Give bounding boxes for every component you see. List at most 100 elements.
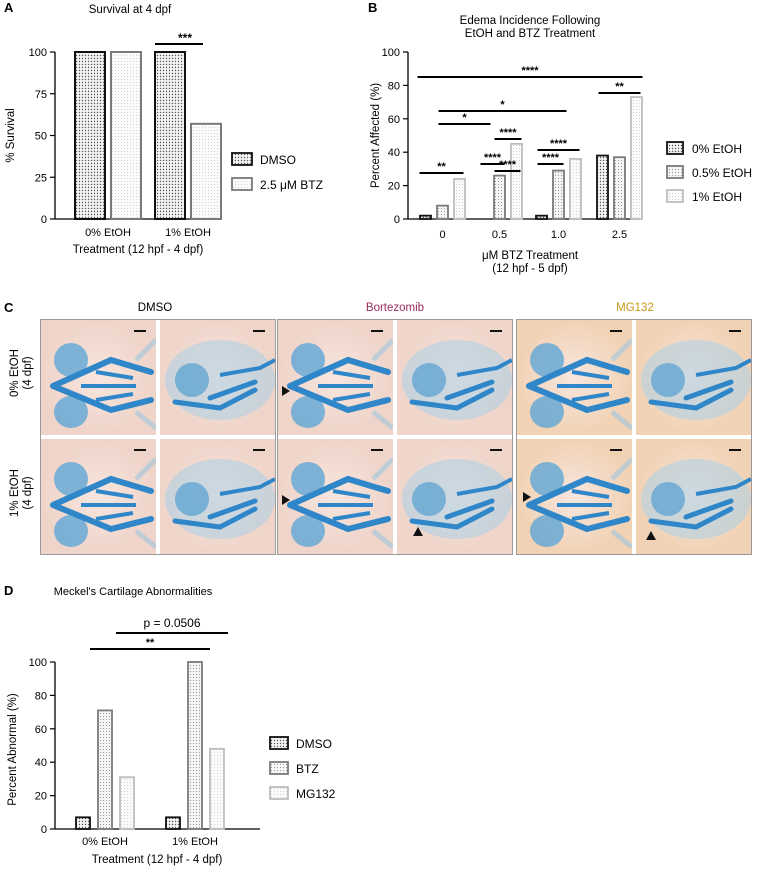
arrowhead-up-icon — [413, 527, 423, 536]
micrograph — [397, 439, 512, 554]
head-shape — [165, 340, 275, 420]
scale-bar — [610, 449, 622, 451]
arch-shape — [219, 477, 275, 496]
chart-a-x-tick-label: 1% EtOH — [165, 227, 211, 239]
head-shape — [641, 340, 751, 420]
chart-a-legend-label: DMSO — [260, 153, 296, 167]
chart-d-sig-label: ** — [146, 637, 155, 649]
chart-a-legend-swatch — [231, 152, 253, 166]
chart-b-x-tick-label: 0 — [439, 229, 445, 241]
chart-b-sig-label: **** — [499, 159, 517, 171]
arch-shape — [557, 370, 612, 402]
micrograph — [636, 320, 751, 435]
chart-a-y-tick-label: 100 — [29, 47, 47, 59]
arch-shape — [219, 358, 275, 377]
cartilage-stain — [287, 338, 393, 430]
chart-d-bar — [75, 816, 91, 830]
chart-b-sig-label: **** — [521, 65, 539, 77]
arrowhead-up-icon — [646, 531, 656, 540]
chart-b-legend-label: 0.5% EtOH — [692, 166, 752, 180]
cartilage-stain — [50, 457, 156, 549]
row-label-0-etoh: 0% EtOH (4 dpf) — [9, 333, 35, 413]
chart-a-legend-swatch — [231, 177, 253, 191]
chart-b-sig-label: ** — [615, 81, 624, 93]
jaw-shape — [409, 498, 495, 530]
chart-b-sig-label: ** — [437, 161, 446, 173]
chart-b-title-line1: Edema Incidence Following — [460, 15, 601, 27]
chart-a-sig-label: *** — [178, 31, 192, 45]
jaw-shape — [526, 356, 630, 414]
jaw-shape — [648, 498, 734, 530]
chart-d-y-tick-label: 80 — [35, 690, 47, 702]
chart-d-xlabel: Treatment (12 hpf - 4 dpf) — [92, 854, 223, 866]
jaw-shape — [287, 475, 391, 533]
chart-d-x-tick-label: 1% EtOH — [172, 836, 218, 848]
panel-letter-c: C — [4, 300, 14, 315]
fin-shape — [610, 457, 632, 549]
chart-b-sig-label: **** — [484, 152, 502, 164]
chart-b-y-tick-label: 100 — [382, 47, 400, 59]
cartilage-stain — [50, 338, 156, 430]
eye-shape — [412, 363, 446, 397]
chart-b-bar — [630, 96, 643, 220]
chart-b-title-line2: EtOH and BTZ Treatment — [465, 28, 596, 40]
micrograph — [517, 439, 632, 554]
chart-b-sig-label: **** — [499, 127, 517, 139]
eye-shape — [54, 396, 88, 428]
chart-b-bar — [596, 154, 609, 220]
chart-a-xlabel: Treatment (12 hpf - 4 dpf) — [73, 244, 204, 256]
chart-d-sig-label: p = 0.0506 — [143, 616, 200, 630]
chart-d-title: Meckel's Cartilage Abnormalities — [54, 586, 213, 598]
panel-letter-d: D — [4, 583, 14, 598]
eye-shape — [54, 343, 88, 377]
micrograph-group-bortezomib — [277, 319, 513, 555]
eye-shape — [175, 482, 209, 516]
cartilage-stain — [402, 459, 512, 539]
chart-b-sig-label: * — [500, 99, 505, 111]
chart-d-legend-swatch — [269, 736, 289, 750]
micrograph — [160, 439, 275, 554]
chart-b-bar — [510, 142, 523, 220]
eye-shape — [651, 482, 685, 516]
row-label-1-etoh: 1% EtOH (4 dpf) — [9, 453, 35, 533]
arrowhead-right-icon — [523, 492, 531, 502]
chart-b-y-tick-label: 40 — [388, 147, 400, 159]
chart-a-bar — [154, 51, 186, 220]
micrograph — [278, 320, 393, 435]
row-label-0-etoh-line2: (4 dpf) — [22, 356, 34, 390]
chart-d-x-tick-label: 0% EtOH — [82, 836, 128, 848]
chart-b-xlabel-line2: (12 hpf - 5 dpf) — [492, 263, 568, 275]
row-label-1-etoh-line2: (4 dpf) — [22, 476, 34, 510]
fin-shape — [134, 457, 156, 549]
arch-shape — [456, 477, 512, 496]
chart-b-bar — [453, 178, 466, 220]
arch-shape — [81, 489, 136, 521]
chart-a-title: Survival at 4 dpf — [89, 4, 172, 16]
arrowhead-right-icon — [282, 495, 290, 505]
panel-letter-b: B — [368, 0, 378, 15]
jaw-shape — [409, 379, 495, 411]
chart-a-y-tick-label: 25 — [35, 172, 47, 184]
chart-d-bar — [165, 816, 181, 830]
chart-b-y-tick-label: 20 — [388, 181, 400, 193]
chart-a-y-tick-label: 50 — [35, 131, 47, 143]
column-label-dmso: DMSO — [137, 302, 173, 314]
head-shape — [402, 340, 512, 420]
arch-shape — [318, 370, 373, 402]
chart-b-bar — [613, 156, 626, 220]
cartilage-stain — [526, 457, 632, 549]
cartilage-stain — [287, 457, 393, 549]
cartilage-stain — [165, 459, 275, 539]
eye-shape — [291, 462, 325, 496]
chart-d-legend-label: DMSO — [296, 737, 332, 751]
scale-bar — [253, 449, 265, 451]
head-shape — [165, 459, 275, 539]
jaw-shape — [172, 379, 258, 411]
chart-a-bar — [110, 51, 142, 220]
chart-b-x-tick-label: 1.0 — [551, 229, 566, 241]
column-label-bortezomib: Bortezomib — [365, 302, 425, 314]
arch-shape — [557, 489, 612, 521]
chart-b-bar — [493, 174, 506, 220]
chart-a-y-tick-label: 75 — [35, 89, 47, 101]
